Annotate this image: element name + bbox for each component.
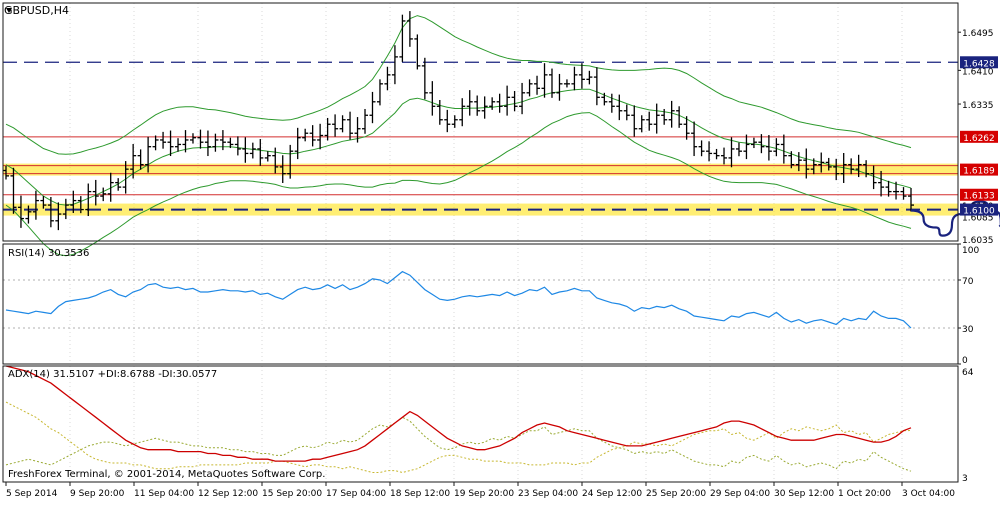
x-tick-label: 12 Sep 12:00 bbox=[198, 489, 258, 499]
x-tick-label: 9 Sep 20:00 bbox=[70, 489, 125, 499]
x-tick-label: 15 Sep 20:00 bbox=[262, 489, 322, 499]
x-tick-label: 30 Sep 12:00 bbox=[774, 489, 834, 499]
y-tick-label: 30 bbox=[962, 325, 974, 335]
x-tick-label: 19 Sep 20:00 bbox=[454, 489, 514, 499]
x-tick-label: 23 Sep 04:00 bbox=[518, 489, 578, 499]
x-tick-label: 24 Sep 12:00 bbox=[582, 489, 642, 499]
x-tick-label: 25 Sep 20:00 bbox=[646, 489, 706, 499]
y-tick-label: 64 bbox=[962, 368, 974, 378]
y-tick-label: 1.6495 bbox=[962, 29, 994, 39]
x-tick-label: 18 Sep 12:00 bbox=[390, 489, 450, 499]
y-tick-label: 100 bbox=[962, 246, 979, 256]
adx-label: ADX(14) 31.5107 +DI:8.6788 -DI:30.0577 bbox=[8, 369, 217, 380]
rsi-label: RSI(14) 30.3536 bbox=[8, 248, 89, 259]
y-tick-label: 70 bbox=[962, 277, 974, 287]
y-tick-label: 0 bbox=[962, 356, 968, 366]
x-tick-label: 1 Oct 20:00 bbox=[838, 489, 891, 499]
x-tick-label: 3 Oct 04:00 bbox=[902, 489, 955, 499]
price-tag-label: 1.6262 bbox=[963, 134, 995, 144]
x-tick-label: 29 Sep 04:00 bbox=[710, 489, 770, 499]
x-tick-label: 5 Sep 2014 bbox=[6, 489, 58, 499]
price-tag-label: 1.6133 bbox=[963, 192, 995, 202]
copyright-text: FreshForex Terminal, © 2001-2014, MetaQu… bbox=[8, 469, 325, 480]
x-tick-label: 11 Sep 04:00 bbox=[134, 489, 194, 499]
price-tag-label: 1.6189 bbox=[963, 167, 995, 177]
x-tick-label: 17 Sep 04:00 bbox=[326, 489, 386, 499]
price-tag-label: 1.6428 bbox=[963, 59, 995, 69]
price-tag-label: 1.6100 bbox=[963, 207, 995, 217]
symbol-label: GBPUSD,H4 bbox=[4, 4, 69, 17]
y-tick-label: 1.6335 bbox=[962, 101, 994, 111]
y-tick-label: 1.6035 bbox=[962, 236, 994, 246]
y-tick-label: 3 bbox=[962, 474, 968, 484]
